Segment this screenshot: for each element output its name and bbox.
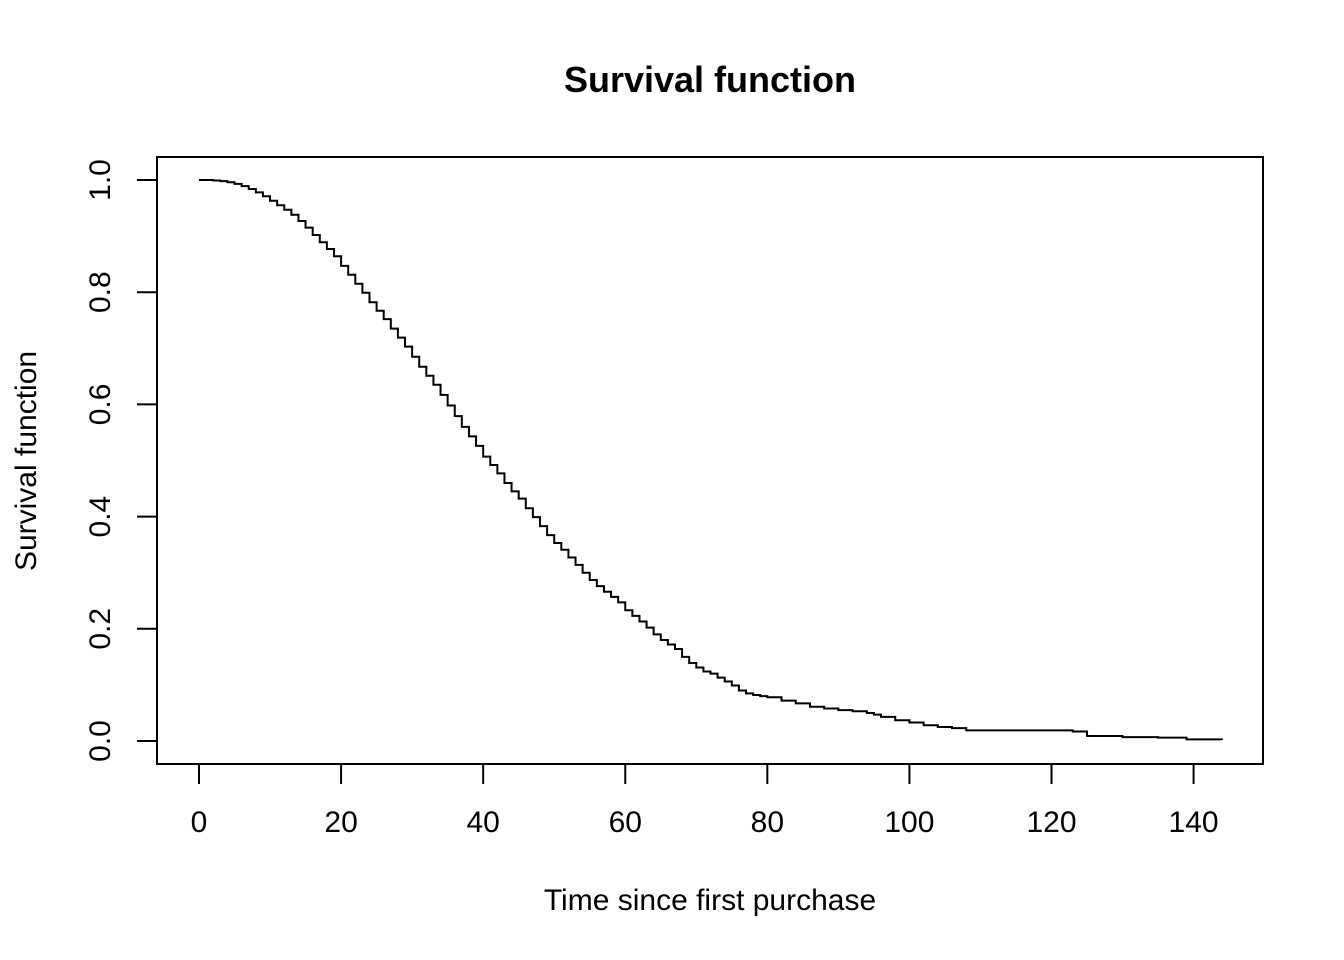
y-tick-label: 0.8 <box>84 271 117 313</box>
y-tick-label: 0.0 <box>84 720 117 762</box>
y-tick-label: 0.2 <box>84 608 117 650</box>
x-tick-label: 100 <box>884 806 934 839</box>
survival-curve <box>199 179 1223 741</box>
x-axis: 0 20 40 60 80 100 120 140 <box>191 763 1219 839</box>
x-tick-label: 80 <box>751 806 784 839</box>
y-tick-label: 0.4 <box>84 496 117 538</box>
y-axis-label: Survival function <box>10 351 43 571</box>
x-tick-label: 40 <box>466 806 499 839</box>
x-tick-label: 0 <box>191 806 208 839</box>
x-tick-label: 20 <box>324 806 357 839</box>
y-tick-label: 0.6 <box>84 384 117 426</box>
x-tick-label: 120 <box>1026 806 1076 839</box>
x-axis-label: Time since first purchase <box>544 884 876 917</box>
chart-title: Survival function <box>564 59 856 100</box>
y-tick-label: 1.0 <box>84 159 117 201</box>
x-tick-label: 60 <box>609 806 642 839</box>
x-tick-label: 140 <box>1169 806 1219 839</box>
y-axis: 0.0 0.2 0.4 0.6 0.8 1.0 <box>84 159 158 762</box>
